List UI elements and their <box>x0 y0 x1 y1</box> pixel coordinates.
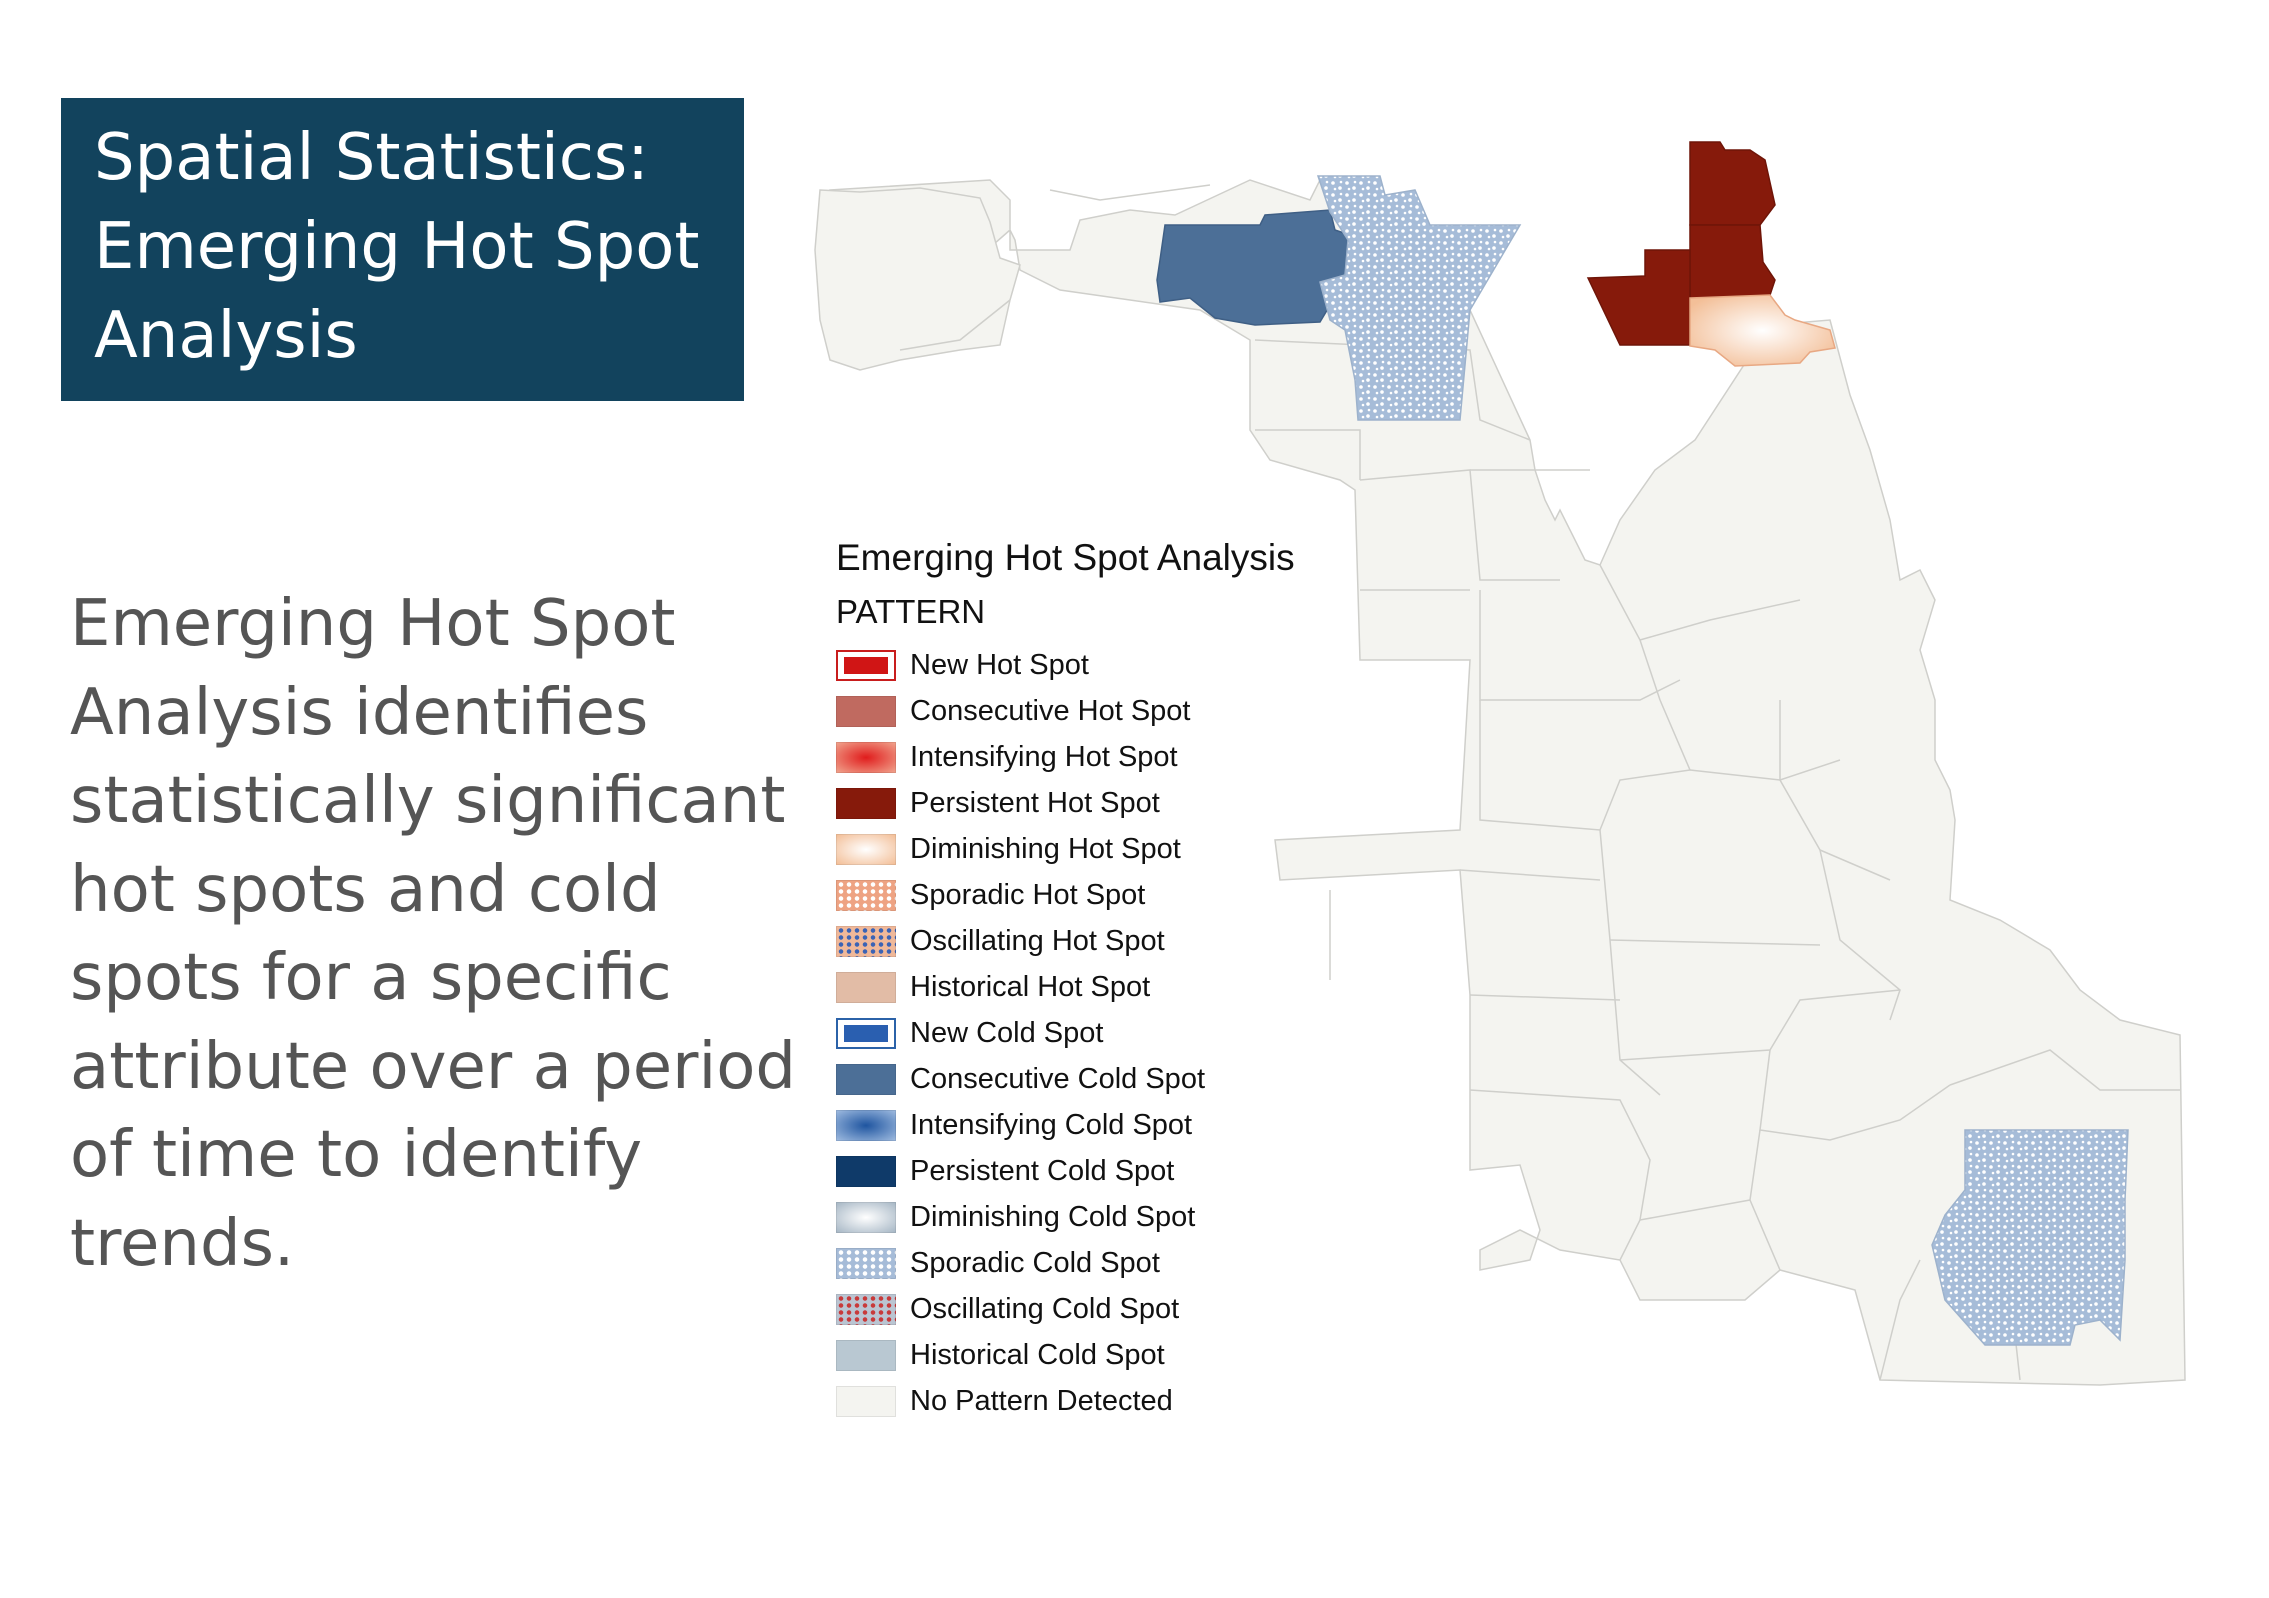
legend-item-new-cold-spot: New Cold Spot <box>836 1010 1356 1056</box>
legend-label: Persistent Hot Spot <box>910 786 1160 819</box>
legend-swatch <box>836 1385 896 1417</box>
legend-swatch <box>836 1293 896 1325</box>
legend-label: Sporadic Hot Spot <box>910 878 1146 911</box>
legend-item-oscillating-hot-spot: Oscillating Hot Spot <box>836 918 1356 964</box>
legend-subtitle: PATTERN <box>836 593 986 630</box>
description-text: Emerging Hot Spot Analysis identifies st… <box>70 580 796 1288</box>
legend-label: Persistent Cold Spot <box>910 1154 1175 1187</box>
legend-label: Consecutive Cold Spot <box>910 1062 1205 1095</box>
title-banner: Spatial Statistics: Emerging Hot Spot An… <box>61 98 744 401</box>
legend-item-historical-hot-spot: Historical Hot Spot <box>836 964 1356 1010</box>
legend-label: Diminishing Hot Spot <box>910 832 1181 865</box>
legend-item-consecutive-hot-spot: Consecutive Hot Spot <box>836 688 1356 734</box>
map-region-sporadic-cold-spot <box>1931 1129 2129 1346</box>
legend-label: Intensifying Cold Spot <box>910 1108 1193 1141</box>
title-line-3: Analysis <box>94 299 358 373</box>
legend-swatch <box>836 1155 896 1187</box>
legend-swatch <box>836 1017 896 1049</box>
legend-title: Emerging Hot Spot Analysis <box>836 537 1295 578</box>
map-legend: Emerging Hot Spot Analysis PATTERN New H… <box>836 528 1356 1424</box>
legend-swatch <box>836 1063 896 1095</box>
map-region-sporadic-cold-spot <box>1316 175 1522 421</box>
legend-swatch <box>836 833 896 865</box>
legend-label: Oscillating Cold Spot <box>910 1292 1180 1325</box>
legend-item-consecutive-cold-spot: Consecutive Cold Spot <box>836 1056 1356 1102</box>
title-line-2: Emerging Hot Spot <box>94 210 700 284</box>
legend-item-historical-cold-spot: Historical Cold Spot <box>836 1332 1356 1378</box>
legend-item-sporadic-hot-spot: Sporadic Hot Spot <box>836 872 1356 918</box>
map-region-persistent-hot-spot <box>1689 141 1776 226</box>
legend-item-persistent-hot-spot: Persistent Hot Spot <box>836 780 1356 826</box>
description-line: spots for a specific <box>70 941 672 1015</box>
title-line-1: Spatial Statistics: <box>94 121 649 195</box>
legend-swatch <box>836 925 896 957</box>
description-line: hot spots and cold <box>70 852 661 927</box>
legend-swatch <box>836 695 896 727</box>
legend-label: No Pattern Detected <box>910 1384 1173 1417</box>
legend-swatch <box>836 879 896 911</box>
legend-swatch <box>836 1109 896 1141</box>
description-line: Emerging Hot Spot <box>70 587 676 661</box>
legend-item-persistent-cold-spot: Persistent Cold Spot <box>836 1148 1356 1194</box>
map-region-diminishing-hot-spot <box>1689 294 1836 367</box>
legend-item-intensifying-hot-spot: Intensifying Hot Spot <box>836 734 1356 780</box>
legend-item-sporadic-cold-spot: Sporadic Cold Spot <box>836 1240 1356 1286</box>
legend-item-new-hot-spot: New Hot Spot <box>836 642 1356 688</box>
legend-label: Historical Hot Spot <box>910 970 1151 1003</box>
map-region-persistent-hot-spot <box>1586 249 1691 346</box>
legend-swatch <box>836 649 896 681</box>
legend-label: Consecutive Hot Spot <box>910 694 1191 727</box>
legend-label: Diminishing Cold Spot <box>910 1200 1196 1233</box>
description-line: statistically significant <box>70 764 786 838</box>
legend-item-intensifying-cold-spot: Intensifying Cold Spot <box>836 1102 1356 1148</box>
legend-label: Oscillating Hot Spot <box>910 924 1165 957</box>
legend-label: New Hot Spot <box>910 648 1089 681</box>
map-region-no-pattern <box>814 187 1021 371</box>
description-line: attribute over a period <box>70 1029 796 1104</box>
legend-swatch <box>836 971 896 1003</box>
legend-list: New Hot Spot Consecutive Hot Spot Intens… <box>836 642 1356 1424</box>
description-line: Analysis identifies <box>70 675 649 750</box>
legend-item-no-pattern-detected: No Pattern Detected <box>836 1378 1356 1424</box>
legend-label: Sporadic Cold Spot <box>910 1246 1160 1279</box>
legend-item-diminishing-hot-spot: Diminishing Hot Spot <box>836 826 1356 872</box>
map-region-no-pattern <box>829 179 2186 1386</box>
legend-swatch <box>836 1201 896 1233</box>
legend-swatch <box>836 741 896 773</box>
legend-swatch <box>836 1339 896 1371</box>
legend-item-oscillating-cold-spot: Oscillating Cold Spot <box>836 1286 1356 1332</box>
description-line: of time to identify <box>70 1118 643 1192</box>
description-line: trends. <box>70 1206 295 1281</box>
map-region-persistent-hot-spot <box>1689 224 1776 299</box>
legend-swatch <box>836 1247 896 1279</box>
legend-swatch <box>836 787 896 819</box>
legend-label: New Cold Spot <box>910 1016 1104 1049</box>
legend-item-diminishing-cold-spot: Diminishing Cold Spot <box>836 1194 1356 1240</box>
legend-label: Intensifying Hot Spot <box>910 740 1178 773</box>
legend-label: Historical Cold Spot <box>910 1338 1165 1371</box>
